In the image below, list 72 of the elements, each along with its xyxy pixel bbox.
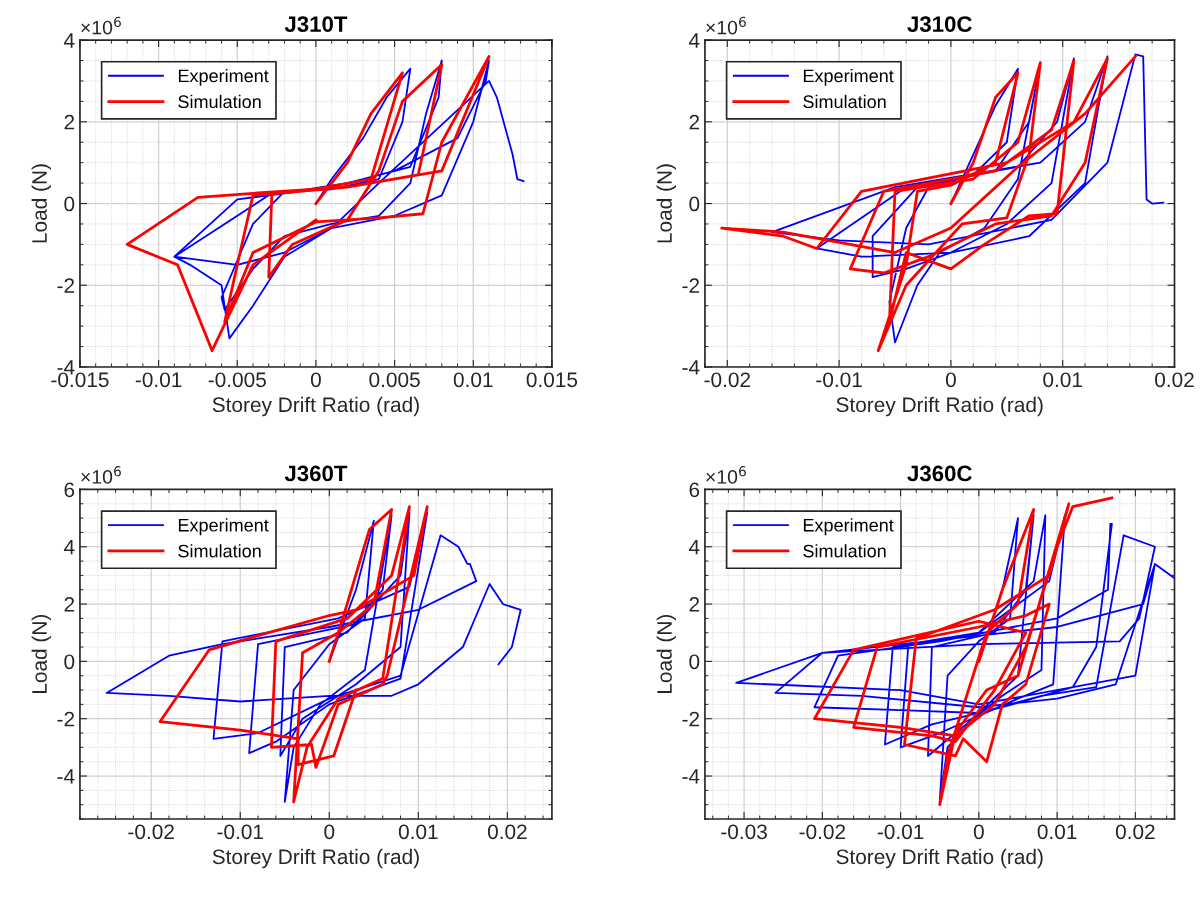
x-axis-title: Storey Drift Ratio (rad) bbox=[212, 396, 419, 417]
legend-label: Simulation bbox=[178, 94, 261, 109]
y-tick-label: -4 bbox=[57, 769, 75, 784]
y-tick-label: 2 bbox=[64, 114, 75, 130]
x-tick-label: 0 bbox=[973, 824, 984, 840]
y-tick-label: 4 bbox=[63, 539, 75, 555]
y-tick-label: 4 bbox=[63, 33, 75, 48]
x-tick-label: 0 bbox=[324, 824, 335, 840]
chart-title: J360T bbox=[284, 465, 348, 482]
legend-label: Experiment bbox=[803, 68, 894, 86]
y-tick-label: 0 bbox=[689, 654, 700, 670]
y-tick-label: 4 bbox=[688, 33, 700, 48]
x-tick-label: -0.01 bbox=[217, 824, 263, 840]
y-tick-label: 4 bbox=[688, 539, 700, 555]
x-tick-label: 0.02 bbox=[487, 824, 527, 840]
y-axis-title: Load (N) bbox=[31, 164, 51, 243]
y-tick-label: -2 bbox=[682, 278, 700, 293]
line-series bbox=[158, 505, 429, 804]
y-tick-label: -4 bbox=[682, 360, 700, 375]
x-tick-label: -0.02 bbox=[704, 372, 750, 388]
chart-title: J310C bbox=[907, 16, 972, 33]
legend-label: Experiment bbox=[803, 518, 894, 536]
y-tick-label: 0 bbox=[64, 196, 75, 212]
x-tick-label: 0 bbox=[310, 372, 321, 388]
x-tick-label: 0.005 bbox=[369, 372, 420, 388]
y-tick-label: 0 bbox=[64, 654, 75, 670]
line-series bbox=[105, 511, 522, 803]
y-tick-label: 2 bbox=[689, 597, 700, 612]
text: ×10$^{6}$ bbox=[81, 16, 121, 35]
x-tick-label: 0.01 bbox=[453, 372, 493, 388]
y-tick-label: 6 bbox=[64, 482, 75, 498]
chart-title: J360C bbox=[907, 465, 972, 482]
legend-label: Simulation bbox=[803, 94, 886, 109]
x-tick-label: -0.02 bbox=[128, 824, 174, 840]
y-tick-label: 6 bbox=[689, 482, 700, 498]
x-tick-label: -0.03 bbox=[721, 824, 767, 840]
text: ×10$^{6}$ bbox=[706, 16, 746, 35]
y-axis-title: Load (N) bbox=[31, 614, 51, 694]
y-tick-label: -4 bbox=[682, 769, 700, 784]
x-tick-label: 0.01 bbox=[1043, 372, 1082, 388]
x-tick-label: 0.01 bbox=[398, 824, 438, 840]
legend-label: Simulation bbox=[803, 544, 886, 558]
x-tick-label: -0.01 bbox=[135, 372, 182, 388]
x-axis-title: Storey Drift Ratio (rad) bbox=[836, 396, 1043, 417]
line-series bbox=[720, 55, 1137, 353]
text: ×10$^{6}$ bbox=[706, 466, 746, 484]
x-tick-label: -0.02 bbox=[799, 824, 846, 840]
line-series bbox=[173, 59, 525, 340]
x-axis-title: Storey Drift Ratio (rad) bbox=[836, 848, 1043, 869]
legend-label: Simulation bbox=[178, 544, 261, 558]
y-tick-label: 2 bbox=[689, 114, 700, 130]
y-axis-title: Load (N) bbox=[656, 164, 676, 243]
legend-label: Experiment bbox=[178, 518, 269, 536]
x-tick-label: -0.01 bbox=[816, 372, 862, 388]
x-tick-label: 0.02 bbox=[1155, 372, 1194, 388]
y-tick-label: -2 bbox=[57, 711, 75, 727]
line-series bbox=[125, 55, 491, 353]
y-axis-title: Load (N) bbox=[656, 614, 676, 694]
y-tick-label: -2 bbox=[57, 278, 75, 293]
x-axis-title: Storey Drift Ratio (rad) bbox=[212, 848, 419, 869]
x-tick-label: -0.01 bbox=[877, 824, 924, 840]
x-tick-label: 0.01 bbox=[1037, 824, 1077, 840]
y-tick-label: 0 bbox=[689, 196, 700, 212]
y-tick-label: 2 bbox=[64, 597, 75, 612]
legend-label: Experiment bbox=[178, 68, 269, 86]
x-tick-label: 0 bbox=[945, 372, 956, 388]
text: ×10$^{6}$ bbox=[81, 466, 121, 484]
x-tick-label: -0.005 bbox=[208, 372, 266, 388]
x-tick-label: 0.02 bbox=[1115, 824, 1155, 840]
y-tick-label: -2 bbox=[682, 711, 700, 727]
x-tick-label: 0.015 bbox=[526, 372, 578, 388]
chart-title: J310T bbox=[284, 16, 348, 33]
